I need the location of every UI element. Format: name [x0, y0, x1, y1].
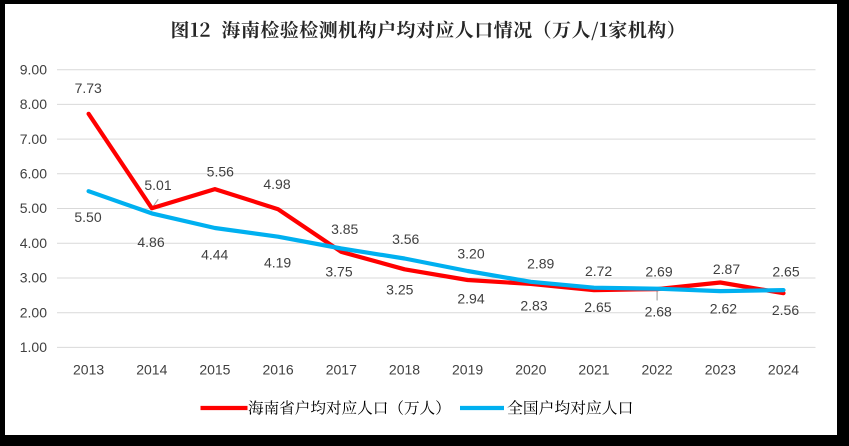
svg-text:4.19: 4.19 — [264, 255, 291, 271]
svg-text:2.62: 2.62 — [710, 301, 737, 317]
svg-text:3.56: 3.56 — [392, 231, 419, 247]
svg-text:3.75: 3.75 — [325, 264, 352, 280]
svg-text:3.20: 3.20 — [457, 245, 484, 261]
svg-text:2014: 2014 — [136, 361, 167, 377]
svg-text:2.56: 2.56 — [772, 302, 799, 318]
svg-text:7.00: 7.00 — [20, 131, 47, 147]
svg-text:4.44: 4.44 — [201, 246, 228, 262]
svg-text:5.00: 5.00 — [20, 200, 47, 216]
svg-text:2.00: 2.00 — [20, 304, 47, 320]
svg-text:4.86: 4.86 — [137, 234, 164, 250]
svg-text:2.94: 2.94 — [457, 291, 484, 307]
svg-text:4.98: 4.98 — [263, 176, 290, 192]
svg-text:2.89: 2.89 — [527, 255, 554, 271]
svg-text:2023: 2023 — [705, 361, 736, 377]
svg-text:2020: 2020 — [515, 361, 546, 377]
svg-text:9.00: 9.00 — [20, 61, 47, 77]
svg-text:2013: 2013 — [73, 361, 104, 377]
svg-text:2.87: 2.87 — [713, 261, 740, 277]
svg-text:2.68: 2.68 — [645, 304, 672, 320]
svg-text:7.73: 7.73 — [75, 80, 102, 96]
svg-text:5.01: 5.01 — [144, 177, 171, 193]
svg-text:5.56: 5.56 — [207, 164, 234, 180]
svg-text:3.25: 3.25 — [386, 282, 413, 298]
svg-text:2021: 2021 — [578, 361, 609, 377]
svg-text:2022: 2022 — [642, 361, 673, 377]
svg-text:2016: 2016 — [263, 361, 294, 377]
svg-text:2024: 2024 — [768, 361, 799, 377]
svg-text:2.72: 2.72 — [585, 263, 612, 279]
svg-text:2018: 2018 — [389, 361, 420, 377]
svg-text:2019: 2019 — [452, 361, 483, 377]
svg-text:3.85: 3.85 — [331, 221, 358, 237]
svg-text:2.65: 2.65 — [772, 263, 799, 279]
svg-text:3.00: 3.00 — [20, 270, 47, 286]
svg-text:2.83: 2.83 — [520, 298, 547, 314]
svg-text:2017: 2017 — [326, 361, 357, 377]
svg-text:8.00: 8.00 — [20, 96, 47, 112]
svg-text:2.69: 2.69 — [645, 264, 672, 280]
svg-text:6.00: 6.00 — [20, 166, 47, 182]
svg-text:2.65: 2.65 — [584, 299, 611, 315]
svg-text:5.50: 5.50 — [74, 209, 101, 225]
svg-text:1.00: 1.00 — [20, 339, 47, 355]
svg-text:2015: 2015 — [199, 361, 230, 377]
svg-text:4.00: 4.00 — [20, 235, 47, 251]
